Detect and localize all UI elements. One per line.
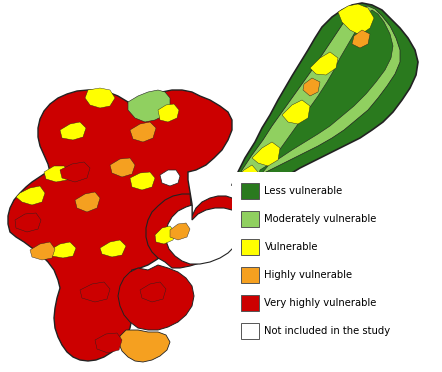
Text: Very highly vulnerable: Very highly vulnerable (264, 298, 377, 308)
Polygon shape (80, 282, 110, 302)
Bar (241, 239, 259, 255)
Polygon shape (232, 3, 418, 188)
Polygon shape (60, 122, 86, 140)
Polygon shape (170, 223, 190, 240)
Bar (241, 267, 259, 283)
Polygon shape (100, 240, 126, 257)
Polygon shape (160, 170, 180, 186)
Polygon shape (8, 90, 232, 361)
Polygon shape (166, 205, 242, 264)
Polygon shape (110, 158, 135, 177)
Polygon shape (50, 242, 76, 258)
Bar (241, 183, 259, 199)
Polygon shape (352, 30, 370, 48)
Polygon shape (119, 330, 170, 362)
Polygon shape (235, 6, 400, 185)
Polygon shape (338, 4, 374, 35)
Polygon shape (130, 172, 155, 190)
Polygon shape (282, 100, 310, 124)
Text: Highly vulnerable: Highly vulnerable (264, 270, 353, 280)
Polygon shape (258, 10, 393, 178)
Polygon shape (30, 242, 55, 260)
Bar (232, 172, 440, 342)
Text: Less vulnerable: Less vulnerable (264, 186, 343, 196)
Bar (241, 295, 259, 311)
Polygon shape (15, 213, 41, 232)
Polygon shape (140, 282, 166, 302)
Polygon shape (85, 88, 115, 108)
Polygon shape (118, 265, 194, 330)
Polygon shape (158, 104, 179, 122)
Bar (241, 323, 259, 339)
Polygon shape (60, 162, 90, 182)
Polygon shape (310, 52, 338, 75)
Polygon shape (44, 166, 70, 182)
Polygon shape (236, 165, 258, 183)
Bar (241, 211, 259, 227)
Polygon shape (252, 142, 280, 166)
Text: Not included in the study: Not included in the study (264, 326, 391, 336)
Text: Moderately vulnerable: Moderately vulnerable (264, 214, 377, 224)
Polygon shape (128, 90, 170, 122)
Polygon shape (75, 192, 100, 212)
Polygon shape (146, 194, 238, 268)
Polygon shape (155, 226, 175, 244)
Polygon shape (16, 186, 45, 205)
Polygon shape (303, 78, 320, 96)
Text: Vulnerable: Vulnerable (264, 242, 318, 252)
Polygon shape (95, 333, 122, 353)
Polygon shape (130, 122, 156, 142)
